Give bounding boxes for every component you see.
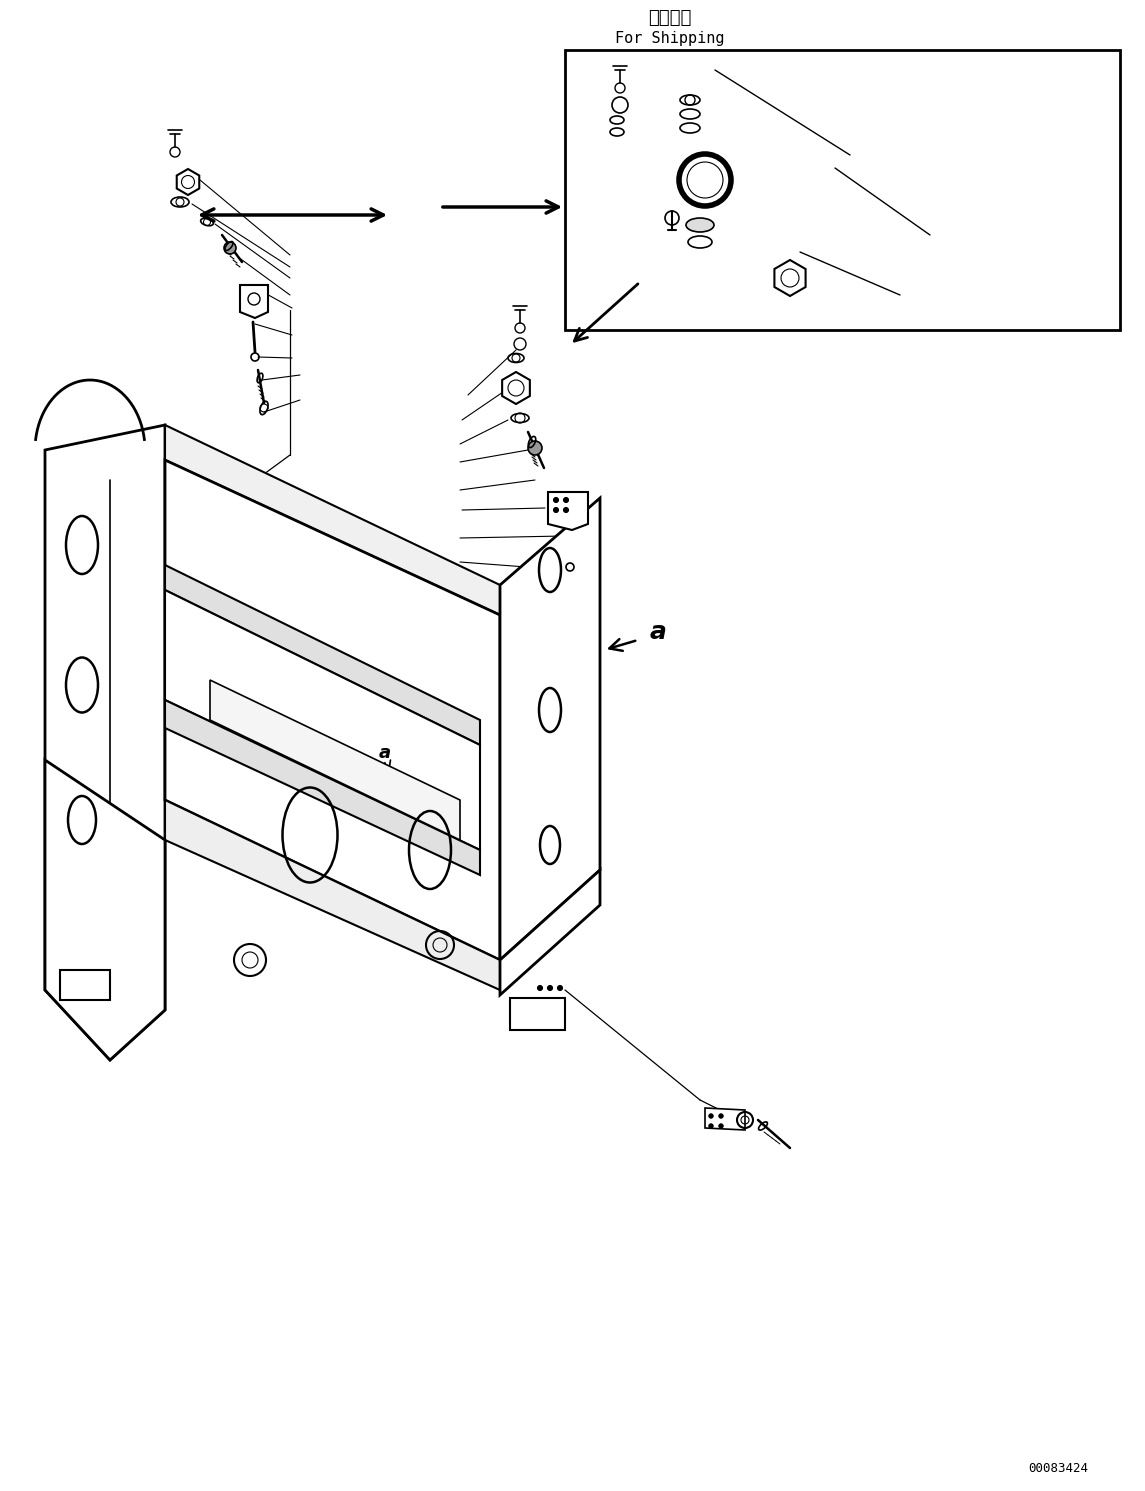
Polygon shape (240, 285, 268, 318)
Circle shape (719, 1114, 724, 1118)
Bar (60, 971, 110, 1000)
Polygon shape (165, 801, 500, 990)
Circle shape (537, 986, 543, 990)
Text: 00083424: 00083424 (1028, 1461, 1088, 1475)
Text: 運搬部品: 運搬部品 (648, 9, 692, 27)
Polygon shape (500, 871, 600, 994)
Polygon shape (45, 760, 165, 1060)
Circle shape (709, 1114, 713, 1118)
Polygon shape (210, 680, 460, 839)
Circle shape (719, 1124, 724, 1129)
Circle shape (553, 507, 559, 513)
Bar (510, 997, 564, 1030)
Circle shape (553, 498, 559, 502)
Polygon shape (548, 492, 589, 529)
Polygon shape (774, 259, 806, 297)
Circle shape (224, 242, 236, 253)
Polygon shape (176, 168, 199, 195)
Polygon shape (705, 1108, 745, 1130)
Text: a: a (379, 744, 392, 762)
Text: a: a (649, 620, 666, 644)
Polygon shape (165, 699, 480, 875)
Polygon shape (165, 425, 500, 614)
Circle shape (563, 507, 569, 513)
Polygon shape (503, 371, 530, 404)
Text: For Shipping: For Shipping (615, 30, 725, 46)
Polygon shape (165, 565, 480, 746)
Circle shape (528, 441, 542, 455)
Circle shape (709, 1124, 713, 1129)
Polygon shape (165, 590, 480, 850)
Polygon shape (500, 498, 600, 960)
Circle shape (558, 986, 562, 990)
Polygon shape (45, 425, 165, 1060)
Ellipse shape (686, 218, 714, 233)
Bar (564, 51, 1120, 330)
Polygon shape (165, 461, 500, 960)
Circle shape (547, 986, 553, 990)
Circle shape (563, 498, 569, 502)
